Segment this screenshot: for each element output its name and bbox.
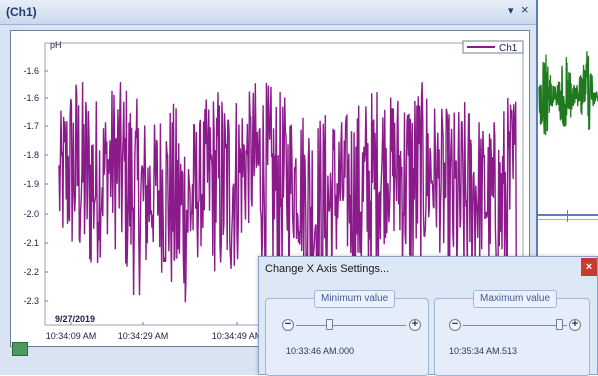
minimum-value-label: Minimum value bbox=[314, 290, 396, 308]
y-tick-label: -1.6 bbox=[23, 66, 39, 76]
background-chart-tick bbox=[567, 210, 568, 222]
dialog-title: Change X Axis Settings... bbox=[265, 263, 390, 275]
max-increment-button[interactable]: + bbox=[569, 319, 581, 331]
min-slider-thumb[interactable] bbox=[326, 319, 333, 330]
background-series-line bbox=[538, 51, 598, 136]
y-tick-label: -2.3 bbox=[23, 296, 39, 306]
series-ch1-line bbox=[58, 82, 518, 306]
x-tick-label: 10:34:29 AM bbox=[118, 331, 169, 341]
maximum-value-group: Maximum value − + 10:35:34 AM.513 bbox=[434, 290, 590, 376]
y-tick-label: -1.7 bbox=[23, 121, 39, 131]
min-decrement-button[interactable]: − bbox=[282, 319, 294, 331]
background-chart-window bbox=[537, 0, 598, 262]
y-tick-label: -1.6 bbox=[23, 93, 39, 103]
max-slider-track[interactable] bbox=[463, 325, 567, 326]
x-tick-label: 10:34:09 AM bbox=[46, 331, 97, 341]
max-decrement-button[interactable]: − bbox=[449, 319, 461, 331]
dialog-close-button[interactable]: × bbox=[581, 258, 597, 276]
min-increment-button[interactable]: + bbox=[409, 319, 421, 331]
maximum-value-label: Maximum value bbox=[473, 290, 558, 308]
y-tick-label: -2.2 bbox=[23, 267, 39, 277]
y-tick-label: -2.0 bbox=[23, 209, 39, 219]
line-chart[interactable]: pH -1.6 -1.6 -1.7 -1.8 -1.9 -2.0 -2.1 -2.2 -2.3 10… bbox=[11, 31, 529, 346]
x-tick-label: 10:34:49 AM bbox=[212, 331, 263, 341]
y-tick-label: -1.8 bbox=[23, 150, 39, 160]
chart-window-title: (Ch1) bbox=[6, 5, 37, 19]
pin-dropdown-icon[interactable]: ▾ bbox=[508, 5, 514, 17]
minimum-value-text: 10:33:46 AM.000 bbox=[286, 346, 355, 356]
change-x-axis-dialog: Change X Axis Settings... × Minimum valu… bbox=[258, 256, 598, 376]
legend-label-ch1: Ch1 bbox=[499, 43, 518, 54]
chart-image-icon[interactable] bbox=[12, 342, 28, 356]
chart-title-bar[interactable]: (Ch1) ▾ × bbox=[0, 0, 536, 25]
maximum-value-text: 10:35:34 AM.513 bbox=[449, 346, 518, 356]
background-chart-plot bbox=[538, 51, 598, 136]
max-slider-thumb[interactable] bbox=[555, 319, 563, 330]
minimum-value-group: Minimum value − + 10:33:46 AM.000 bbox=[265, 290, 429, 376]
date-label: 9/27/2019 bbox=[55, 314, 95, 324]
y-unit-label: pH bbox=[50, 40, 62, 50]
y-tick-label: -2.1 bbox=[23, 238, 39, 248]
close-icon[interactable]: × bbox=[521, 2, 529, 17]
min-slider-track[interactable] bbox=[296, 325, 406, 326]
y-tick-label: -1.9 bbox=[23, 179, 39, 189]
